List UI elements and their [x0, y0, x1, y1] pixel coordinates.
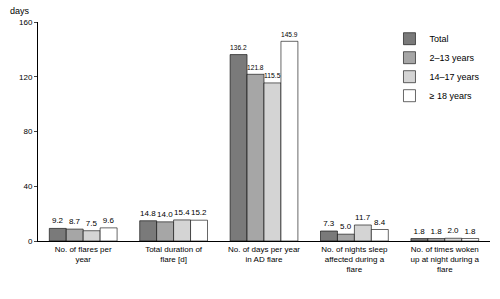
svg-text:40: 40	[23, 182, 32, 191]
svg-text:Total duration offlare [d]: Total duration offlare [d]	[145, 245, 203, 264]
svg-text:days: days	[10, 6, 30, 16]
svg-text:1.8: 1.8	[430, 227, 442, 236]
svg-text:≥ 18 years: ≥ 18 years	[429, 91, 471, 101]
svg-text:14.0: 14.0	[157, 210, 173, 219]
svg-text:5.0: 5.0	[340, 222, 352, 231]
svg-text:160: 160	[19, 18, 33, 27]
svg-text:7.3: 7.3	[323, 219, 335, 228]
svg-text:2.0: 2.0	[447, 226, 459, 235]
svg-text:9.6: 9.6	[103, 216, 115, 225]
svg-text:9.2: 9.2	[52, 216, 64, 225]
svg-text:136.2: 136.2	[230, 44, 247, 51]
svg-text:14–17 years: 14–17 years	[429, 72, 479, 82]
svg-text:14.8: 14.8	[140, 209, 156, 218]
svg-text:1.8: 1.8	[464, 227, 476, 236]
svg-text:115.5: 115.5	[264, 72, 281, 79]
svg-text:1.8: 1.8	[414, 227, 426, 236]
svg-text:No. of times wokenup at night: No. of times wokenup at night during afl…	[411, 245, 480, 275]
svg-text:Total: Total	[429, 34, 448, 44]
svg-text:No. of flares peryear: No. of flares peryear	[55, 245, 112, 264]
svg-text:7.5: 7.5	[86, 219, 98, 228]
svg-text:8.4: 8.4	[374, 218, 386, 227]
svg-text:No. of days per yearin AD flar: No. of days per yearin AD flare	[228, 245, 300, 264]
svg-text:2–13 years: 2–13 years	[429, 53, 474, 63]
svg-text:15.2: 15.2	[191, 208, 207, 217]
svg-text:121.8: 121.8	[247, 64, 264, 71]
svg-text:11.7: 11.7	[355, 213, 371, 222]
svg-text:0: 0	[28, 237, 33, 246]
svg-text:8.7: 8.7	[69, 217, 81, 226]
svg-text:120: 120	[19, 73, 33, 82]
svg-text:145.9: 145.9	[281, 31, 298, 38]
svg-text:80: 80	[23, 127, 32, 136]
svg-text:No. of nights sleepaffected du: No. of nights sleepaffected during aflar…	[321, 245, 388, 275]
svg-text:15.4: 15.4	[174, 208, 190, 217]
